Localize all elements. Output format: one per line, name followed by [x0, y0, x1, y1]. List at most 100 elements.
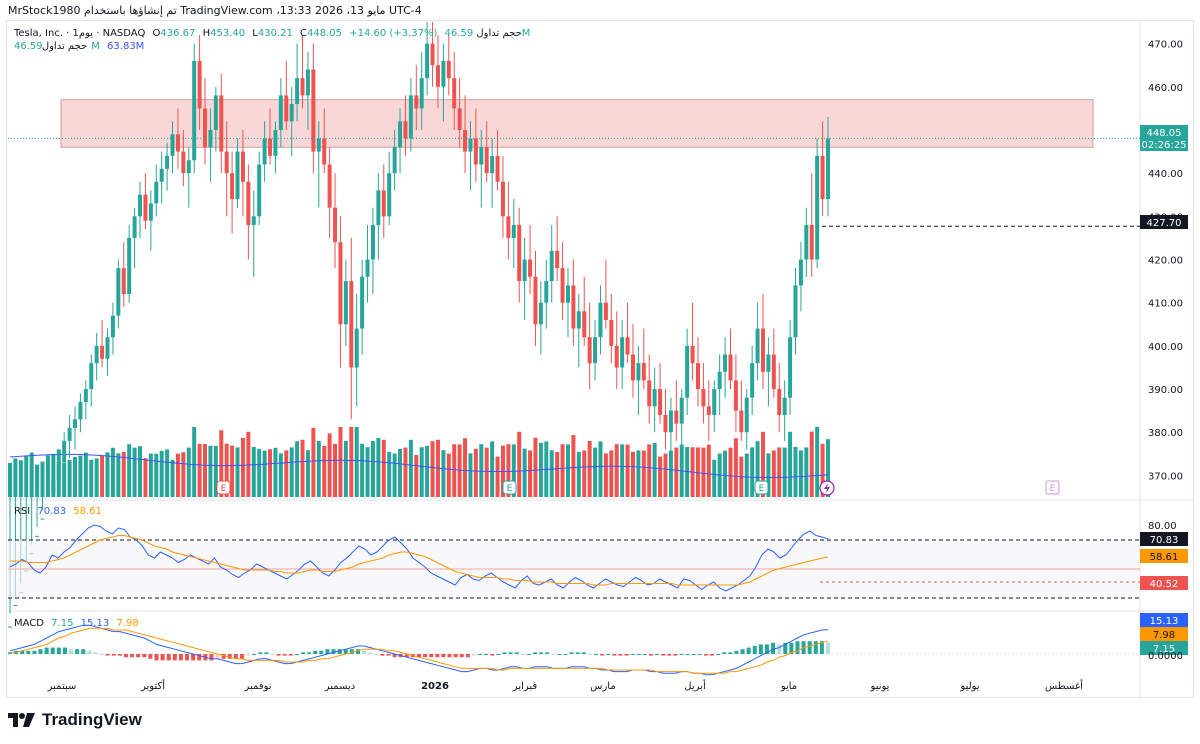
candle-body [322, 138, 327, 165]
volume-label: حجم تداول [476, 28, 521, 39]
volume-legend[interactable]: حجم تداول 46.59M 63.83M [14, 41, 144, 52]
time-axis-label: أغسطس [1045, 679, 1083, 692]
candle-body [51, 479, 56, 493]
candle-body [609, 319, 614, 346]
volume-bar [750, 447, 755, 497]
candle [598, 285, 603, 355]
macd-histogram-bar [417, 654, 421, 658]
candle-body [804, 224, 809, 260]
candle [538, 281, 543, 355]
candle-body [463, 129, 468, 152]
volume-bar [826, 439, 830, 497]
volume-bar [446, 453, 451, 497]
candle-body [338, 242, 343, 325]
candle [463, 95, 468, 174]
high-label: H [203, 28, 211, 39]
macd-histogram-bar [490, 654, 495, 656]
candle [327, 147, 332, 238]
lightning-event-icon[interactable] [819, 480, 835, 496]
macd-histogram-bar [648, 654, 653, 656]
candle [706, 380, 711, 441]
candle [473, 108, 478, 182]
earnings-marker-3[interactable]: E [754, 480, 769, 495]
candle [582, 276, 587, 346]
volume-bar [110, 447, 115, 497]
candle-body [403, 121, 408, 139]
volume-bar [468, 453, 473, 497]
volume-bar [809, 431, 814, 497]
volume-bar [278, 453, 283, 497]
candle-body [723, 354, 728, 372]
candle-body [739, 410, 744, 433]
volume-bar [83, 452, 88, 497]
candle [506, 181, 511, 260]
candle-body [78, 402, 83, 420]
candle-body [598, 302, 603, 338]
macd-histogram-bar [587, 654, 592, 655]
volume-bar [197, 443, 202, 497]
time-axis[interactable]: سبتمبر أكتوبر نوفمبر ديسمبر 2026 فبراير مارس أب… [47, 679, 1084, 692]
volume-bar [67, 460, 72, 497]
volume-bar [620, 444, 625, 497]
volume-bar [658, 456, 663, 497]
candle [587, 302, 592, 390]
candle-body [208, 129, 213, 148]
candle-body [62, 440, 67, 463]
candle [658, 363, 663, 424]
candle [425, 22, 430, 96]
macd-value-2: 15.13 [81, 618, 110, 629]
candle [105, 328, 110, 377]
earnings-marker-2[interactable]: E [502, 480, 517, 495]
macd-histogram-bar [105, 654, 110, 656]
candle [479, 129, 484, 208]
main-legend[interactable]: Tesla, Inc. · 1يوم · NASDAQ O436.67 H453… [13, 28, 530, 39]
candle-body [213, 95, 218, 130]
volume-bar [62, 463, 67, 497]
price-axis[interactable]: 470.00460.00450.00440.00430.00420.00410.… [1148, 40, 1183, 483]
time-axis-label: فبراير [512, 681, 538, 692]
candle-body [620, 337, 625, 368]
candle [771, 328, 776, 398]
macd-histogram-bar [276, 654, 281, 656]
candle-body [257, 164, 262, 217]
candle-body [289, 104, 294, 122]
volume-bar [13, 458, 18, 497]
candle-body [197, 60, 202, 109]
candle [549, 224, 554, 303]
candle-body [750, 363, 755, 398]
earnings-marker-1[interactable]: E [216, 480, 231, 495]
volume-bar [219, 430, 224, 497]
price-tick-label: 440.00 [1148, 169, 1183, 180]
candle-body [565, 285, 570, 303]
candle-body [154, 181, 159, 204]
candle-body [376, 190, 381, 225]
candle-body [381, 190, 386, 217]
macd-histogram-bar [435, 654, 440, 658]
macd-histogram-bar [600, 654, 605, 656]
macd-histogram-bar [93, 652, 98, 654]
macd-histogram-bar [661, 654, 666, 656]
volume-bar [273, 447, 278, 497]
resistance-zone[interactable] [60, 99, 1094, 148]
candle-body [712, 389, 717, 415]
volume-bar [365, 447, 370, 497]
volume-bar [392, 453, 397, 497]
volume-bar [565, 444, 570, 497]
candle [224, 121, 229, 217]
candle [333, 173, 338, 269]
candle-body [690, 345, 695, 364]
candle-body [593, 337, 598, 364]
candle-body [430, 43, 435, 66]
future-earnings-marker[interactable]: E [1045, 480, 1060, 495]
macd-legend[interactable]: MACD 7.15 15.13 7.98 [14, 618, 139, 629]
macd-histogram-bar [62, 647, 67, 654]
rsi-legend[interactable]: RSI 70.83 58.61 [14, 506, 102, 517]
macd-histogram-bar [581, 652, 586, 654]
macd-histogram-bar [722, 652, 727, 654]
candle [370, 207, 375, 295]
candle-body [788, 337, 793, 398]
rsi-level-badge [1140, 576, 1188, 590]
macd-histogram-bar [185, 654, 190, 661]
tradingview-brand[interactable]: TradingView [8, 710, 142, 730]
